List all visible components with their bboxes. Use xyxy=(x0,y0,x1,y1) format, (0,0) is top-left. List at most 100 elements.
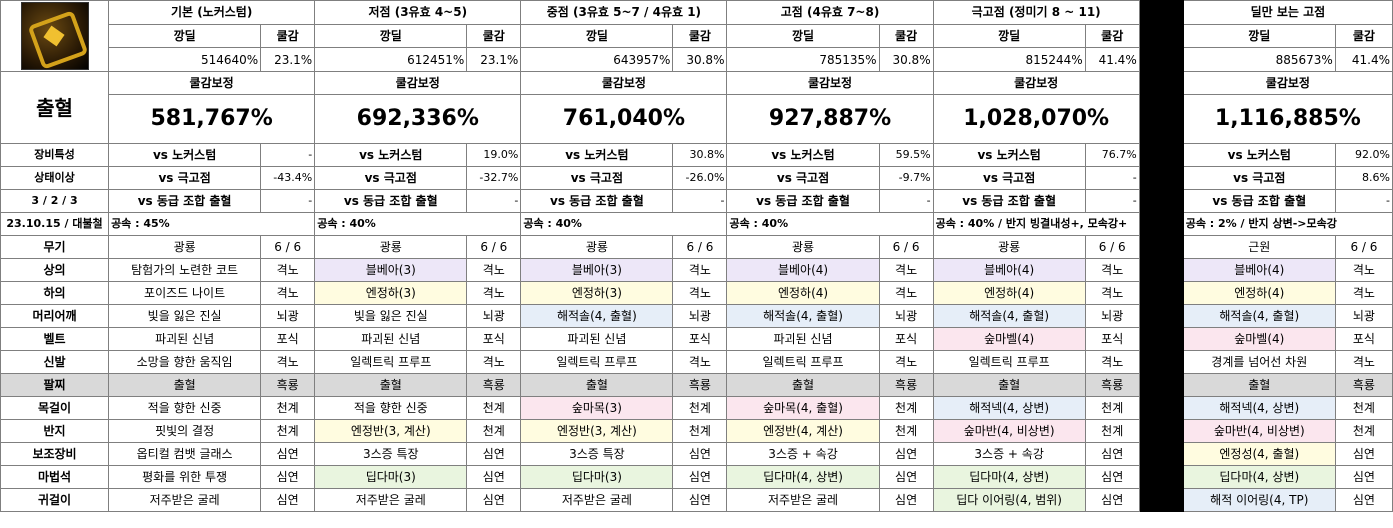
bracelet-option: 흑룡 xyxy=(878,373,934,397)
comparison-label: vs 노커스텀 xyxy=(1182,143,1336,167)
cooldown-header: 쿨감 xyxy=(1334,23,1393,49)
cdr-adjust-value: 1,116,885% xyxy=(1182,94,1393,144)
top-option: 격노 xyxy=(672,258,728,282)
shoulder-option: 뇌광 xyxy=(1334,304,1393,328)
comparison-label: vs 노커스텀 xyxy=(108,143,262,167)
kkangdil-value: 815244% xyxy=(932,47,1086,72)
shoulder-option: 뇌광 xyxy=(672,304,728,328)
belt-option: 포식 xyxy=(260,327,316,351)
comparison-value: 59.5% xyxy=(878,143,934,167)
table-row: 반지 핏빛의 결정 천계 엔정반(3, 계산) 천계 엔정반(3, 계산) 천계 엔정반(4,… xyxy=(0,419,1393,443)
kkangdil-header: 깡딜 xyxy=(108,23,262,49)
column-separator xyxy=(1138,23,1184,49)
shoulder-item: 해적솔(4, 출혈) xyxy=(1182,304,1336,328)
bracelet-item: 출혈 xyxy=(932,373,1086,397)
comparison-label: vs 노커스텀 xyxy=(520,143,674,167)
row-label-necklace: 목걸이 xyxy=(0,396,110,420)
weapon-name: 광룡 xyxy=(520,235,674,259)
belt-option: 포식 xyxy=(672,327,728,351)
ring-option: 천계 xyxy=(1334,419,1393,443)
belt-item: 숲마벨(4) xyxy=(932,327,1086,351)
comparison-value: - xyxy=(466,189,522,213)
table-row: 신발 소망을 향한 움직임 격노 일렉트릭 프루프 격노 일렉트릭 프루프 격노 일렉트릭 프… xyxy=(0,350,1393,374)
shoes-item: 일렉트릭 프루프 xyxy=(520,350,674,374)
bracelet-item: 출혈 xyxy=(726,373,880,397)
comparison-label: vs 극고점 xyxy=(314,166,468,190)
bottom-item: 엔정하(4) xyxy=(726,281,880,305)
sub-option: 심연 xyxy=(1084,442,1140,466)
magic-item: 딥다마(4, 상변) xyxy=(932,465,1086,489)
table-row: 기본 (노커스텀) 저점 (3유효 4~5) 중점 (3유효 5~7 / 4유효 1… xyxy=(0,0,1393,72)
column-separator xyxy=(1138,166,1184,190)
necklace-option: 천계 xyxy=(1334,396,1393,420)
cooldown-header: 쿨감 xyxy=(466,23,522,49)
column-separator xyxy=(1138,442,1184,466)
bracelet-item: 출혈 xyxy=(108,373,262,397)
comparison-value: - xyxy=(878,189,934,213)
shoes-option: 격노 xyxy=(260,350,316,374)
speed-note: 공속 : 40% xyxy=(520,212,728,236)
bottom-option: 격노 xyxy=(1334,281,1393,305)
magic-option: 심연 xyxy=(878,465,934,489)
earring-option: 심연 xyxy=(1084,488,1140,512)
table-row: 머리어깨 빛을 잃은 진실 뇌광 빛을 잃은 진실 뇌광 해적솔(4, 출혈) 뇌광 해적솔(… xyxy=(0,304,1393,328)
bracelet-option: 흑룡 xyxy=(260,373,316,397)
earring-option: 심연 xyxy=(260,488,316,512)
shoes-option: 격노 xyxy=(1084,350,1140,374)
sub-item: 3스증 + 속강 xyxy=(726,442,880,466)
comparison-value: -26.0% xyxy=(672,166,728,190)
table-row: 마법석 평화를 위한 투쟁 심연 딥다마(3) 심연 딥다마(3) 심연 딥다마(4, 상변)… xyxy=(0,465,1393,489)
table-row: 무기 광룡 6 / 6 광룡 6 / 6 광룡 6 / 6 광룡 6 / 6 광룡 6 / 6 근원 6… xyxy=(0,235,1393,259)
comparison-value: 92.0% xyxy=(1334,143,1393,167)
noxus-weapon-icon xyxy=(20,2,89,70)
earring-item: 저주받은 굴레 xyxy=(726,488,880,512)
weapon-name: 광룡 xyxy=(108,235,262,259)
table-row: 581,767% 692,336% 761,040% 927,887% 1,028,07… xyxy=(1,94,1393,144)
bottom-item: 포이즈드 나이트 xyxy=(108,281,262,305)
cooldown-value: 30.8% xyxy=(878,47,934,72)
necklace-option: 천계 xyxy=(878,396,934,420)
ring-item: 핏빛의 결정 xyxy=(108,419,262,443)
table-row: 깡딜 쿨감 깡딜 쿨감 깡딜 쿨감 깡딜 쿨감 깡딜 쿨감 깡딜 쿨감 xyxy=(1,23,1393,49)
cooldown-value: 41.4% xyxy=(1084,47,1140,72)
weapon-name: 광룡 xyxy=(314,235,468,259)
kkangdil-header: 깡딜 xyxy=(726,23,880,49)
comparison-label: vs 동급 조합 출혈 xyxy=(108,189,262,213)
comparison-value: -9.7% xyxy=(878,166,934,190)
shoes-item: 일렉트릭 프루프 xyxy=(726,350,880,374)
cdr-adjust-header: 쿨감보정 xyxy=(520,71,728,95)
comparison-label: vs 극고점 xyxy=(1182,166,1336,190)
row-label: 상태이상 xyxy=(0,166,110,190)
bracelet-item: 출혈 xyxy=(1182,373,1336,397)
table-row: 3 / 2 / 3 vs 동급 조합 출혈 - vs 동급 조합 출혈 - vs 동급 조… xyxy=(0,189,1393,213)
kkangdil-value: 885673% xyxy=(1182,47,1336,72)
speed-note: 공속 : 40% xyxy=(314,212,522,236)
necklace-item: 숲마목(3) xyxy=(520,396,674,420)
cooldown-header: 쿨감 xyxy=(1084,23,1140,49)
cdr-adjust-header: 쿨감보정 xyxy=(1182,71,1393,95)
shoes-option: 격노 xyxy=(466,350,522,374)
magic-item: 딥다마(3) xyxy=(314,465,468,489)
magic-item: 딥다마(3) xyxy=(520,465,674,489)
top-item: 블베아(4) xyxy=(1182,258,1336,282)
sub-option: 심연 xyxy=(260,442,316,466)
weapon-ratio: 6 / 6 xyxy=(878,235,934,259)
comparison-label: vs 노커스텀 xyxy=(932,143,1086,167)
row-label-weapon: 무기 xyxy=(0,235,110,259)
column-separator xyxy=(1138,235,1184,259)
cooldown-header: 쿨감 xyxy=(878,23,934,49)
shoulder-option: 뇌광 xyxy=(878,304,934,328)
comparison-value: -43.4% xyxy=(260,166,316,190)
shoes-item: 일렉트릭 프루프 xyxy=(932,350,1086,374)
magic-item: 평화를 위한 투쟁 xyxy=(108,465,262,489)
sub-option: 심연 xyxy=(466,442,522,466)
row-label-shoulder: 머리어깨 xyxy=(0,304,110,328)
comparison-value: - xyxy=(1084,189,1140,213)
kkangdil-header: 깡딜 xyxy=(1182,23,1336,49)
necklace-item: 해적넥(4, 상변) xyxy=(932,396,1086,420)
bottom-item: 엔정하(4) xyxy=(1182,281,1336,305)
top-option: 격노 xyxy=(466,258,522,282)
necklace-item: 숲마목(4, 출혈) xyxy=(726,396,880,420)
shoes-option: 격노 xyxy=(1334,350,1393,374)
cdr-adjust-value: 927,887% xyxy=(726,94,934,144)
